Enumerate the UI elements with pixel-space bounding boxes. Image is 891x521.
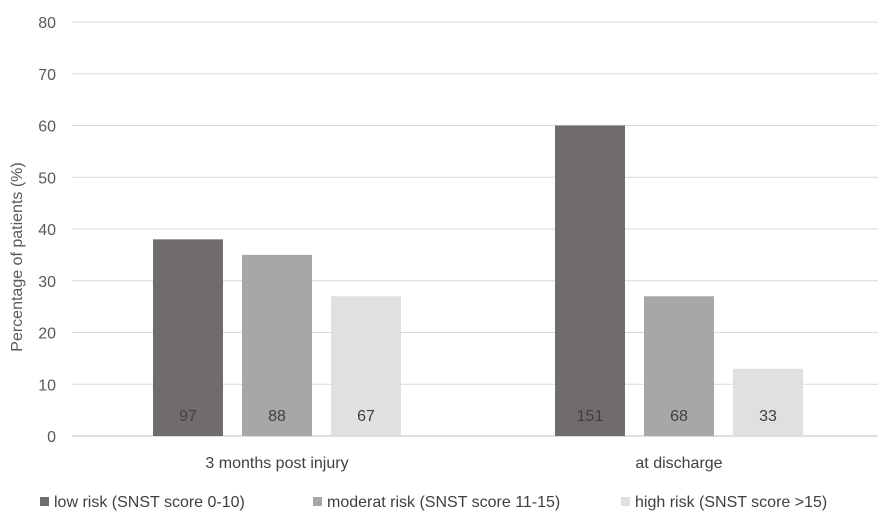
- bar-count-labels: 97 88 67 151 68 33: [179, 408, 777, 425]
- y-tick-label: 0: [47, 429, 56, 446]
- legend-label: low risk (SNST score 0-10): [54, 494, 245, 511]
- y-tick-label: 70: [38, 67, 56, 84]
- bar-count-label: 33: [759, 408, 777, 425]
- category-labels: 3 months post injury at discharge: [205, 455, 722, 472]
- category-label: at discharge: [635, 455, 722, 472]
- bar-count-label: 88: [268, 408, 286, 425]
- y-tick-label: 20: [38, 326, 56, 343]
- y-tick-label: 40: [38, 222, 56, 239]
- legend-label: high risk (SNST score >15): [635, 494, 827, 511]
- bar-count-label: 68: [670, 408, 688, 425]
- legend: low risk (SNST score 0-10) moderat risk (…: [40, 494, 827, 511]
- bar: [242, 254, 312, 436]
- legend-label: moderat risk (SNST score 11-15): [327, 494, 560, 511]
- bar: [153, 239, 223, 436]
- bar-count-label: 97: [179, 408, 197, 425]
- category-label: 3 months post injury: [205, 455, 348, 472]
- bars: [153, 125, 803, 436]
- y-tick-label: 30: [38, 274, 56, 291]
- y-tick-label: 60: [38, 119, 56, 136]
- legend-swatch: [621, 497, 630, 506]
- bar-count-label: 151: [577, 408, 604, 425]
- y-tick-label: 80: [38, 15, 56, 32]
- y-tick-label: 50: [38, 170, 56, 187]
- y-axis-title: Percentage of patients (%): [9, 162, 26, 351]
- bar: [644, 296, 714, 436]
- legend-swatch: [40, 497, 49, 506]
- legend-swatch: [313, 497, 322, 506]
- bar: [555, 125, 625, 436]
- y-tick-labels: 0 10 20 30 40 50 60 70 80: [38, 15, 56, 446]
- bar: [733, 368, 803, 436]
- bar-count-label: 67: [357, 408, 375, 425]
- bar: [331, 296, 401, 436]
- y-tick-label: 10: [38, 377, 56, 394]
